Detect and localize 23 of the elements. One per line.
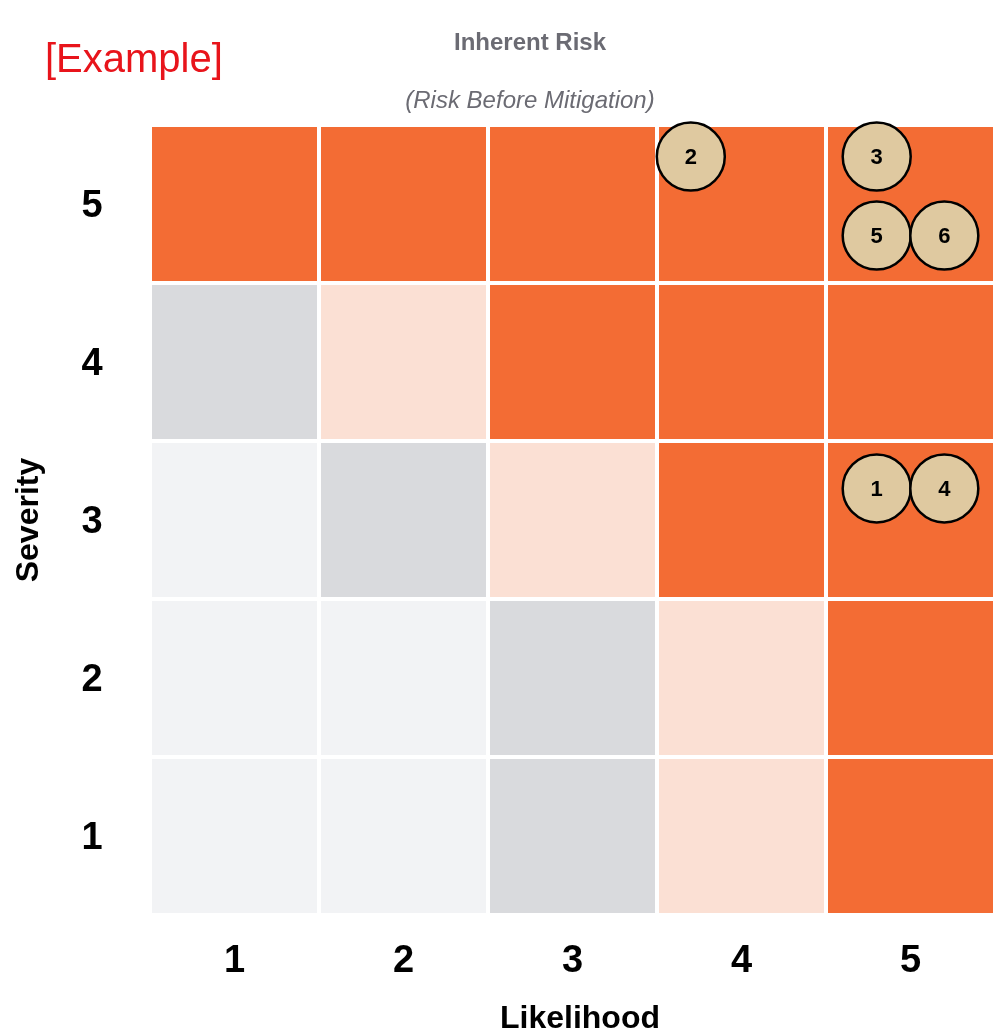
series-label: 6: [938, 223, 951, 249]
y-tick-label: 5: [81, 183, 103, 226]
x-axis-title: Likelihood: [500, 999, 660, 1035]
chart-title: Inherent Risk: [453, 28, 607, 55]
y-tick-label: 4: [81, 341, 103, 384]
x-tick-label: 2: [392, 938, 415, 980]
chart-subtitle: (Risk Before Mitigation): [405, 86, 655, 113]
x-tick-label: 5: [899, 938, 922, 980]
series-label: 4: [938, 476, 952, 502]
x-tick-label: 3: [561, 938, 584, 980]
y-axis-title: Severity: [9, 457, 45, 583]
point: [841, 121, 912, 192]
text: [Example]: [45, 36, 223, 80]
series-label: 2: [684, 144, 697, 170]
y-tick-label: 1: [81, 815, 103, 858]
series-label: 3: [870, 144, 883, 170]
series-label: 5: [870, 223, 883, 249]
x-tick-label: 1: [223, 938, 246, 980]
y-tick-label: 2: [81, 657, 103, 700]
y-tick-label: 3: [81, 499, 103, 542]
point: [655, 121, 727, 192]
series-label: 1: [870, 476, 883, 502]
x-tick-label: 4: [730, 938, 753, 980]
